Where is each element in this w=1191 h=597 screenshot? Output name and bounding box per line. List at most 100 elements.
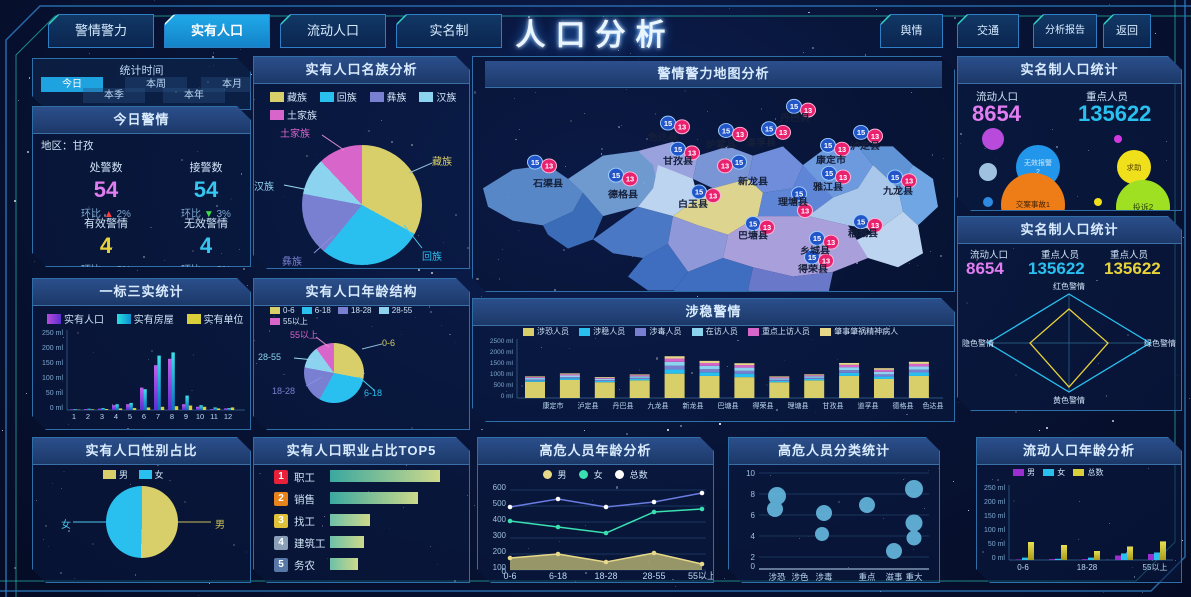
svg-text:重点: 重点 — [858, 572, 876, 582]
svg-text:泸定县: 泸定县 — [578, 401, 599, 410]
svg-text:13: 13 — [709, 192, 717, 201]
svg-text:0 ml: 0 ml — [992, 555, 1006, 562]
svg-text:13: 13 — [839, 173, 847, 182]
svg-text:28-55: 28-55 — [642, 571, 665, 581]
svg-text:2: 2 — [86, 412, 90, 421]
svg-text:重大: 重大 — [905, 572, 923, 582]
svg-text:13: 13 — [626, 175, 634, 184]
svg-text:55以上: 55以上 — [1143, 563, 1168, 572]
svg-text:400: 400 — [493, 515, 507, 524]
svg-text:13: 13 — [736, 130, 744, 139]
svg-text:13: 13 — [801, 207, 809, 216]
svg-text:500: 500 — [493, 499, 507, 508]
svg-text:得荣县: 得荣县 — [753, 401, 774, 410]
svg-text:15: 15 — [790, 102, 798, 111]
svg-text:红色警情: 红色警情 — [1053, 281, 1085, 291]
svg-text:甘孜县: 甘孜县 — [823, 401, 844, 410]
svg-text:无效报警: 无效报警 — [1024, 158, 1052, 167]
svg-text:7: 7 — [156, 412, 160, 421]
svg-text:6: 6 — [142, 412, 146, 421]
svg-text:13: 13 — [871, 132, 879, 141]
svg-text:康定市: 康定市 — [543, 401, 564, 410]
svg-text:新龙县: 新龙县 — [738, 176, 768, 188]
svg-text:投诉2: 投诉2 — [1133, 202, 1154, 210]
svg-text:15: 15 — [813, 234, 821, 243]
svg-text:2000 ml: 2000 ml — [490, 349, 514, 356]
svg-text:巴塘县: 巴塘县 — [718, 401, 739, 410]
svg-text:2500 ml: 2500 ml — [490, 338, 514, 345]
svg-text:4: 4 — [114, 412, 118, 421]
svg-text:丹巴县: 丹巴县 — [779, 114, 810, 125]
svg-text:九龙县: 九龙县 — [882, 185, 913, 197]
svg-text:涉恐: 涉恐 — [768, 572, 786, 582]
svg-text:绿色警情: 绿色警情 — [1144, 338, 1176, 348]
svg-text:13: 13 — [678, 123, 686, 132]
svg-text:0 ml: 0 ml — [501, 393, 514, 400]
svg-text:15: 15 — [857, 218, 865, 227]
svg-text:黄色警情: 黄色警情 — [1053, 395, 1085, 405]
svg-text:150 ml: 150 ml — [984, 513, 1005, 520]
svg-text:8: 8 — [170, 412, 174, 421]
svg-text:色达县: 色达县 — [648, 131, 678, 143]
svg-text:15: 15 — [825, 169, 833, 178]
svg-text:丹巴县: 丹巴县 — [613, 402, 634, 410]
svg-text:600: 600 — [493, 483, 507, 492]
svg-text:道孚县: 道孚县 — [746, 137, 776, 149]
svg-text:色达县: 色达县 — [923, 401, 944, 410]
svg-text:理塘县: 理塘县 — [778, 196, 808, 208]
svg-text:18-28: 18-28 — [1077, 563, 1098, 572]
svg-text:15: 15 — [531, 158, 539, 167]
svg-text:11: 11 — [210, 412, 218, 421]
svg-text:石渠县: 石渠县 — [532, 178, 563, 190]
svg-text:甘孜县: 甘孜县 — [663, 155, 693, 167]
svg-text:150 ml: 150 ml — [42, 360, 63, 367]
svg-text:18-28: 18-28 — [594, 571, 617, 581]
svg-text:15: 15 — [824, 141, 832, 150]
svg-text:得荣县: 得荣县 — [797, 263, 828, 275]
svg-text:9: 9 — [184, 412, 188, 421]
svg-text:250 ml: 250 ml — [984, 485, 1005, 492]
svg-text:0-6: 0-6 — [1017, 563, 1029, 572]
svg-text:13: 13 — [905, 177, 913, 186]
svg-text:5: 5 — [128, 412, 132, 421]
svg-text:道孚县: 道孚县 — [858, 401, 879, 410]
svg-text:康定市: 康定市 — [816, 154, 846, 166]
svg-text:1000 ml: 1000 ml — [490, 371, 514, 378]
svg-text:250 ml: 250 ml — [42, 330, 63, 337]
svg-text:0: 0 — [751, 562, 756, 571]
svg-text:求助: 求助 — [1127, 162, 1142, 172]
svg-text:1500 ml: 1500 ml — [490, 360, 514, 367]
svg-text:隐色警情: 隐色警情 — [962, 338, 994, 348]
svg-text:泸定县: 泸定县 — [850, 140, 880, 152]
svg-text:炉霍县: 炉霍县 — [706, 139, 736, 151]
svg-text:15: 15 — [765, 125, 773, 134]
svg-text:3: 3 — [100, 412, 104, 421]
svg-text:雅江县: 雅江县 — [812, 181, 843, 193]
svg-text:白玉县: 白玉县 — [678, 198, 708, 210]
svg-text:15: 15 — [664, 119, 672, 128]
svg-text:6-18: 6-18 — [549, 571, 567, 581]
svg-text:8: 8 — [751, 490, 756, 499]
svg-text:100 ml: 100 ml — [42, 375, 63, 382]
svg-text:15: 15 — [612, 171, 620, 180]
svg-text:13: 13 — [721, 162, 729, 171]
svg-text:55以上: 55以上 — [688, 571, 713, 581]
svg-text:50 ml: 50 ml — [988, 541, 1006, 548]
svg-text:2: 2 — [751, 553, 756, 562]
svg-text:50 ml: 50 ml — [46, 390, 64, 397]
svg-text:6: 6 — [751, 511, 756, 520]
svg-text:1: 1 — [72, 412, 76, 421]
svg-text:涉色: 涉色 — [791, 572, 809, 582]
svg-text:10: 10 — [746, 469, 755, 478]
svg-text:交案事故1: 交案事故1 — [1016, 199, 1050, 209]
svg-text:200 ml: 200 ml — [984, 499, 1005, 506]
svg-text:500 ml: 500 ml — [493, 382, 513, 389]
svg-text:13: 13 — [838, 145, 846, 154]
svg-text:滋事: 滋事 — [885, 572, 903, 582]
svg-text:九龙县: 九龙县 — [648, 401, 669, 410]
svg-text:德格县: 德格县 — [607, 189, 638, 201]
svg-text:13: 13 — [545, 162, 553, 171]
svg-text:15: 15 — [674, 145, 682, 154]
svg-text:100 ml: 100 ml — [984, 527, 1005, 534]
svg-text:15: 15 — [695, 188, 703, 197]
